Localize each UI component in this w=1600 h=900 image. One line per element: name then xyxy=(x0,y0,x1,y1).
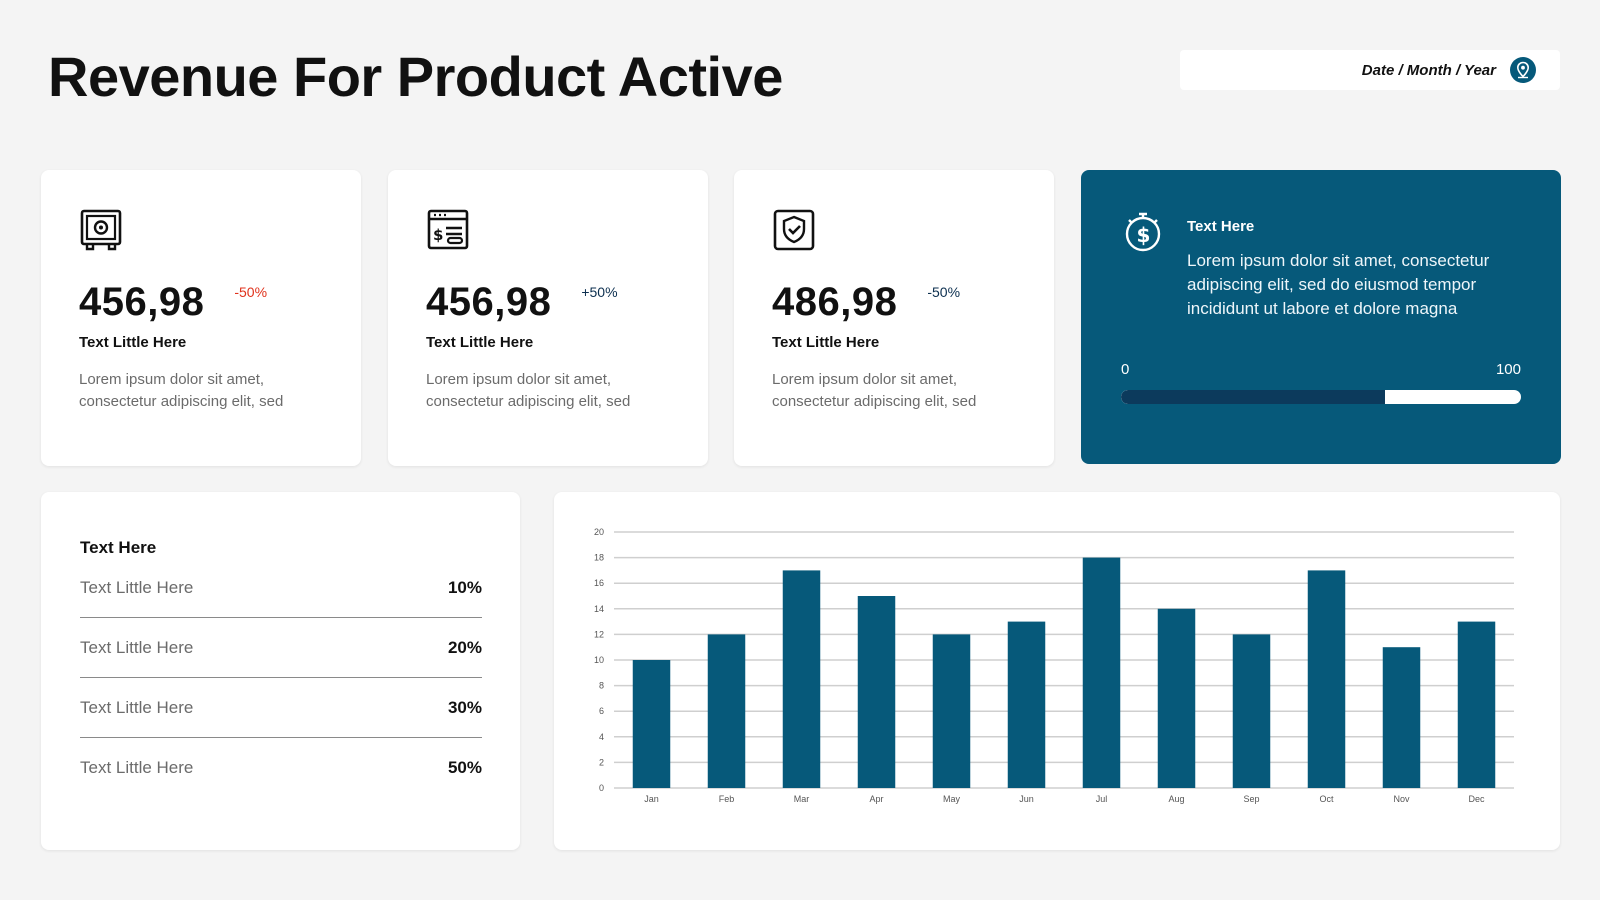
stat-change: -50% xyxy=(927,284,961,300)
page-title: Revenue For Product Active xyxy=(48,45,783,108)
bar-feb xyxy=(707,634,746,788)
y-tick-label: 20 xyxy=(594,527,604,537)
stat-card-1: 456,98 -50% Text Little Here Lorem ipsum… xyxy=(41,170,361,466)
bar-aug xyxy=(1157,608,1196,788)
list-item-value: 10% xyxy=(447,577,482,597)
y-tick-label: 14 xyxy=(594,604,604,614)
list-item-label: Text Little Here xyxy=(80,758,194,777)
location-pin-icon xyxy=(1510,57,1536,83)
breakdown-title: Text Here xyxy=(80,538,157,557)
bar-jun xyxy=(1007,621,1046,788)
date-selector[interactable]: Date / Month / Year xyxy=(1180,50,1560,90)
breakdown-card: Text Here Text Little Here 10% Text Litt… xyxy=(41,492,520,850)
x-tick-label: May xyxy=(943,794,961,804)
list-item: Text Little Here 20% xyxy=(80,618,482,678)
bar-may xyxy=(932,634,971,788)
stat-label: Text Little Here xyxy=(79,334,187,351)
x-tick-label: Apr xyxy=(869,794,883,804)
y-tick-label: 18 xyxy=(594,553,604,563)
date-label: Date / Month / Year xyxy=(1361,61,1496,79)
bar-dec xyxy=(1457,621,1496,788)
y-tick-label: 0 xyxy=(599,783,604,793)
bar-mar xyxy=(782,570,821,788)
stat-card-2: $ 456,98 +50% Text Little Here Lorem ips… xyxy=(388,170,708,466)
svg-text:$: $ xyxy=(433,226,443,244)
svg-text:$: $ xyxy=(1137,223,1151,247)
list-item-label: Text Little Here xyxy=(80,697,194,717)
x-tick-label: Aug xyxy=(1168,794,1184,804)
y-tick-label: 4 xyxy=(599,732,604,742)
bar-apr xyxy=(857,596,896,788)
list-item-value: 20% xyxy=(447,637,482,657)
shield-check-icon xyxy=(772,208,816,252)
bar-jul xyxy=(1082,557,1121,788)
stat-change: +50% xyxy=(581,284,618,300)
x-tick-label: Sep xyxy=(1243,794,1259,804)
bar-nov xyxy=(1382,647,1421,788)
stat-description: Lorem ipsum dolor sit amet, consectetur … xyxy=(79,371,284,410)
list-item: Text Little Here 30% xyxy=(80,678,482,738)
invoice-icon: $ xyxy=(426,208,470,252)
list-item: Text Little Here 50% xyxy=(80,738,482,798)
list-item-value: 50% xyxy=(447,758,482,777)
progress-bar xyxy=(1121,390,1521,404)
monthly-bar-chart: 0 2 4 6 8 10 12 14 16 18 20 Jan Feb Mar Apr May Jun Jul Au… xyxy=(594,527,1514,804)
x-tick-label: Nov xyxy=(1393,794,1410,804)
stat-value: 486,98 xyxy=(772,280,898,324)
x-tick-label: Mar xyxy=(794,794,810,804)
x-tick-label: Oct xyxy=(1319,794,1334,804)
range-min-label: 0 xyxy=(1121,361,1130,378)
highlight-description: Lorem ipsum dolor sit amet, consectetur … xyxy=(1187,251,1490,318)
x-tick-label: Feb xyxy=(719,794,735,804)
x-tick-label: Jun xyxy=(1019,794,1034,804)
list-item-value: 30% xyxy=(447,697,482,717)
y-tick-label: 12 xyxy=(594,629,604,639)
y-tick-label: 10 xyxy=(594,655,604,665)
stat-label: Text Little Here xyxy=(772,334,880,351)
stat-description: Lorem ipsum dolor sit amet, consectetur … xyxy=(426,371,631,410)
x-tick-label: Jan xyxy=(644,794,659,804)
list-item-label: Text Little Here xyxy=(80,577,194,597)
bar-oct xyxy=(1307,570,1346,788)
list-item-label: Text Little Here xyxy=(80,637,194,657)
progress-fill xyxy=(1121,390,1385,404)
y-tick-label: 6 xyxy=(599,706,604,716)
stat-description: Lorem ipsum dolor sit amet, consectetur … xyxy=(772,371,977,410)
range-max-label: 100 xyxy=(1495,361,1521,378)
stat-card-3: 486,98 -50% Text Little Here Lorem ipsum… xyxy=(734,170,1054,466)
bar-jan xyxy=(632,660,671,788)
y-tick-label: 2 xyxy=(599,757,604,767)
stat-label: Text Little Here xyxy=(426,334,534,351)
stat-value: 456,98 xyxy=(426,280,552,324)
bar-sep xyxy=(1232,634,1271,788)
list-item: Text Little Here 10% xyxy=(80,558,482,618)
highlight-card: $ Text Here Lorem ipsum dolor sit amet, … xyxy=(1081,170,1561,464)
x-tick-label: Jul xyxy=(1096,794,1108,804)
monthly-bar-chart-card: 0 2 4 6 8 10 12 14 16 18 20 Jan Feb Mar Apr May Jun Jul Au… xyxy=(554,492,1560,850)
y-tick-label: 8 xyxy=(599,681,604,691)
stat-value: 456,98 xyxy=(79,280,205,324)
highlight-title: Text Here xyxy=(1187,218,1255,235)
x-tick-label: Dec xyxy=(1468,794,1485,804)
money-timer-icon: $ xyxy=(1121,210,1165,321)
y-tick-label: 16 xyxy=(594,578,604,588)
safe-icon xyxy=(79,208,123,252)
stat-change: -50% xyxy=(234,284,268,300)
